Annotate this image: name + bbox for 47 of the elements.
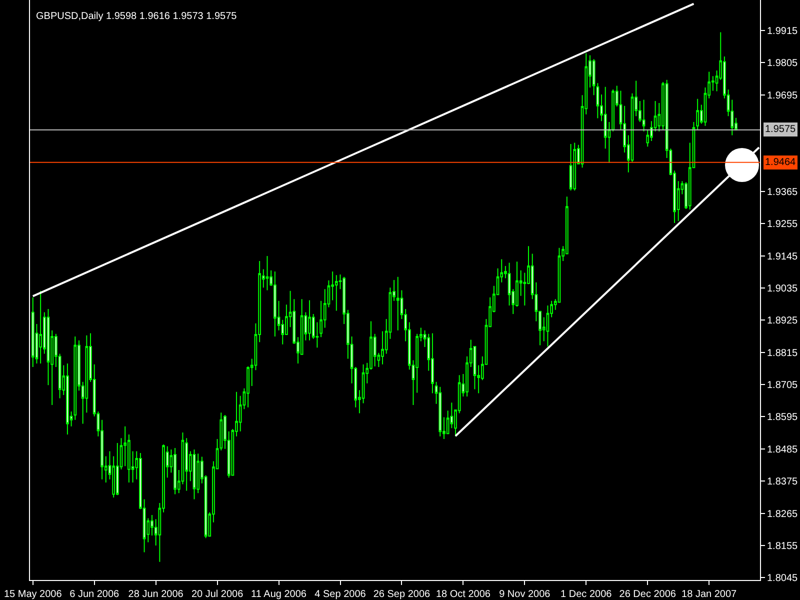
y-tick-label: 1.9145 <box>767 251 798 262</box>
x-tick-label: 6 Jun 2006 <box>70 589 120 600</box>
candlestick <box>66 362 69 436</box>
y-tick-label: 1.9365 <box>767 186 798 198</box>
x-tick-label: 26 Dec 2006 <box>619 589 676 600</box>
candlestick <box>569 143 572 191</box>
candlestick <box>431 332 434 394</box>
y-tick-label: 1.9695 <box>767 90 798 102</box>
y-tick-label: 1.8265 <box>767 508 798 520</box>
y-tick-label: 1.8705 <box>767 380 798 392</box>
x-tick-label: 4 Sep 2006 <box>314 589 366 600</box>
x-tick-label: 15 May 2006 <box>4 589 62 600</box>
y-tick-label: 1.8375 <box>767 476 798 488</box>
x-tick-label: 18 Jan 2007 <box>682 589 738 600</box>
y-tick-label: 1.8925 <box>767 316 798 327</box>
x-tick-label: 18 Oct 2006 <box>436 589 491 600</box>
x-tick-label: 11 Aug 2006 <box>251 589 307 600</box>
candlestick <box>308 300 311 341</box>
candlestick <box>642 99 646 132</box>
y-tick-label: 1.9035 <box>767 283 798 294</box>
x-tick-label: 9 Nov 2006 <box>499 589 551 600</box>
y-tick-label: 1.8155 <box>767 540 798 552</box>
text: GBPUSD,Daily 1.9598 1.9616 1.9573 1.9575 <box>36 11 238 22</box>
candlestick <box>573 142 576 191</box>
y-tick-label: 1.8815 <box>767 348 798 359</box>
x-tick-label: 26 Sep 2006 <box>373 589 431 600</box>
ref-line-label: 1.9575 <box>765 124 796 135</box>
x-tick-label: 28 Jun 2006 <box>128 589 184 600</box>
ref-line-label: 1.9464 <box>765 157 796 168</box>
y-tick-label: 1.8595 <box>767 412 798 424</box>
candlestick <box>396 276 400 331</box>
candlestick <box>546 305 550 347</box>
y-tick-label: 1.8485 <box>767 444 798 456</box>
candlestick <box>273 271 276 338</box>
candlestick <box>266 256 269 291</box>
candlestick <box>438 386 442 437</box>
candlestick <box>334 274 338 312</box>
y-tick-label: 1.9805 <box>767 58 798 70</box>
y-tick-label: 1.9255 <box>767 219 798 230</box>
x-tick-label: 20 Jul 2006 <box>191 589 244 600</box>
x-tick-label: 1 Dec 2006 <box>560 589 612 600</box>
y-tick-label: 1.9915 <box>767 26 798 37</box>
y-tick-label: 1.8045 <box>767 573 798 584</box>
candlestick <box>192 448 196 500</box>
candlestick <box>39 290 42 364</box>
candlestick <box>696 98 700 130</box>
candlestick <box>174 448 176 495</box>
